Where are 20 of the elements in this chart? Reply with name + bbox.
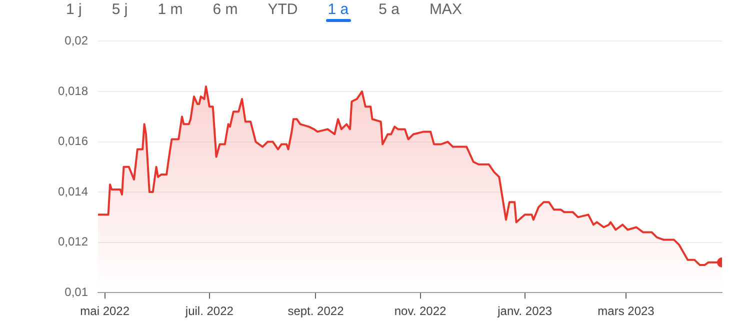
- y-tick-label: 0,012: [58, 234, 88, 249]
- y-tick-label: 0,01: [64, 284, 88, 299]
- x-tick-label: mai 2022: [80, 304, 130, 318]
- text: 1 j: [66, 1, 82, 18]
- x-tick-label: nov. 2022: [394, 304, 447, 318]
- x-tick-label: janv. 2023: [496, 304, 552, 318]
- text: 1 a: [328, 1, 349, 18]
- text: MAX: [429, 1, 462, 18]
- x-tick-label: juil. 2022: [184, 304, 234, 318]
- y-tick-label: 0,018: [58, 84, 88, 98]
- text: YTD: [268, 1, 298, 18]
- y-tick-label: 0,02: [64, 34, 88, 48]
- x-tick-label: sept. 2022: [288, 304, 344, 318]
- y-tick-label: 0,014: [58, 184, 88, 198]
- y-tick-label: 0,016: [58, 134, 88, 148]
- text: 5 a: [378, 1, 400, 18]
- text: 1 m: [158, 1, 183, 18]
- text: 6 m: [212, 1, 238, 18]
- x-tick-label: mars 2023: [598, 304, 655, 318]
- text: 5 j: [112, 1, 128, 18]
